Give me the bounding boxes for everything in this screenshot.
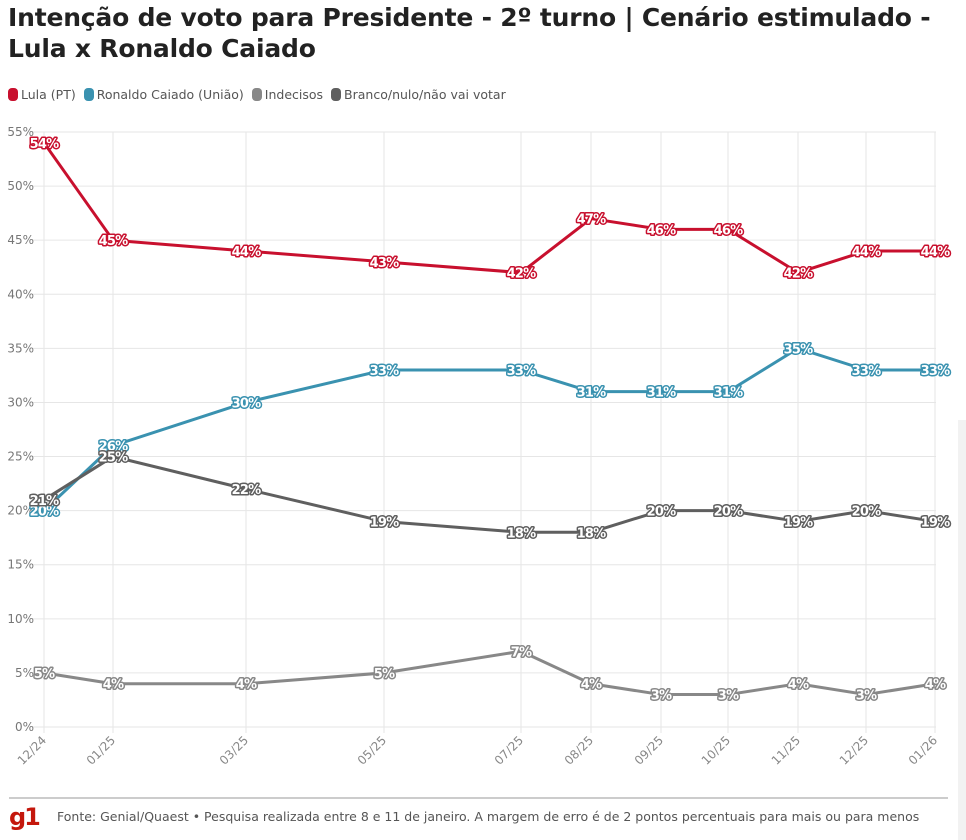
y-tick-label: 25% (7, 450, 34, 464)
legend-label-caiado: Ronaldo Caiado (União) (96, 87, 244, 102)
data-label-indecisos: 3% (856, 689, 877, 704)
y-tick-label: 40% (7, 287, 34, 301)
x-tick-label: 01/26 (906, 733, 940, 767)
data-label-indecisos: 4% (925, 678, 946, 693)
x-tick-label: 11/25 (769, 733, 803, 767)
data-label-branco-nulo: 25% (99, 451, 128, 466)
data-labels: 54% 45% 44% 43% 42% 47% 46% 46% 42% 44% 44% 20% 26% 3… (28, 135, 952, 705)
series-line-indecisos[interactable] (42, 649, 937, 697)
series-lines (42, 141, 937, 697)
data-label-indecisos: 7% (511, 645, 532, 660)
y-tick-label: 10% (7, 612, 34, 626)
data-label-branco-nulo: 20% (647, 505, 676, 520)
x-tick-label: 07/25 (492, 733, 526, 767)
grid (33, 131, 936, 733)
data-label-lula: 43% (370, 256, 399, 271)
x-tick-label: 12/25 (837, 733, 871, 767)
scrollbar-track[interactable] (958, 420, 966, 840)
y-tick-label: 15% (7, 558, 34, 572)
data-label-lula: 44% (921, 245, 950, 260)
x-tick-label: 12/24 (15, 733, 49, 767)
data-label-caiado: 31% (647, 386, 676, 401)
data-label-indecisos: 4% (581, 678, 602, 693)
data-label-caiado: 35% (784, 342, 813, 357)
y-tick-label: 45% (7, 233, 34, 247)
data-label-caiado: 31% (714, 386, 743, 401)
y-tick-label: 30% (7, 395, 34, 409)
data-label-caiado: 33% (852, 364, 881, 379)
g1-logo: g1 (9, 803, 41, 831)
legend-item-caiado[interactable]: Ronaldo Caiado (União) (83, 87, 244, 102)
data-label-branco-nulo: 22% (232, 483, 261, 498)
data-label-caiado: 30% (232, 396, 261, 411)
data-label-lula: 45% (99, 234, 128, 249)
data-label-indecisos: 3% (718, 689, 739, 704)
x-tick-label: 05/25 (355, 733, 389, 767)
data-label-indecisos: 4% (236, 678, 257, 693)
line-chart: 0% 5% 10% 15% 20% 25% 30% 35% 40% 45% 50% 55% 12/24… (7, 125, 952, 768)
y-tick-label: 55% (7, 125, 34, 139)
data-label-lula: 44% (852, 245, 881, 260)
x-tick-label: 01/25 (84, 733, 118, 767)
x-tick-label: 03/25 (217, 733, 251, 767)
x-axis: 12/24 01/25 03/25 05/25 07/25 08/25 09/25 10/25… (15, 733, 940, 767)
data-label-indecisos: 5% (374, 667, 395, 682)
data-label-branco-nulo: 19% (370, 515, 399, 530)
data-label-lula: 47% (577, 213, 606, 228)
data-label-branco-nulo: 21% (30, 494, 59, 509)
data-label-branco-nulo: 19% (921, 515, 950, 530)
x-tick-label: 09/25 (632, 733, 666, 767)
data-label-lula: 46% (714, 223, 743, 238)
legend-swatch-caiado (83, 88, 94, 101)
data-label-branco-nulo: 18% (507, 526, 536, 541)
data-label-lula: 54% (30, 137, 59, 152)
legend: Lula (PT) Ronaldo Caiado (União) Indecis… (8, 87, 506, 102)
data-label-lula: 42% (507, 267, 536, 282)
data-label-caiado: 33% (370, 364, 399, 379)
legend-label-branco-nulo: Branco/nulo/não vai votar (344, 87, 506, 102)
y-tick-label: 5% (15, 666, 34, 680)
data-label-branco-nulo: 19% (784, 515, 813, 530)
y-tick-label: 35% (7, 341, 34, 355)
data-label-indecisos: 5% (34, 667, 55, 682)
legend-swatch-branco-nulo (331, 88, 342, 101)
footer-divider (9, 797, 948, 799)
x-tick-label: 08/25 (562, 733, 596, 767)
series-line-branco-nulo[interactable] (42, 455, 937, 534)
legend-item-indecisos[interactable]: Indecisos (251, 87, 324, 102)
data-label-caiado: 33% (507, 364, 536, 379)
legend-label-indecisos: Indecisos (264, 87, 324, 102)
y-tick-label: 20% (7, 504, 34, 518)
legend-item-branco-nulo[interactable]: Branco/nulo/não vai votar (331, 87, 506, 102)
chart-title: Intenção de voto para Presidente - 2º tu… (8, 3, 931, 63)
source-note: Fonte: Genial/Quaest • Pesquisa realizad… (57, 809, 920, 824)
data-label-branco-nulo: 20% (714, 505, 743, 520)
legend-label-lula: Lula (PT) (21, 87, 76, 102)
data-label-caiado: 33% (921, 364, 950, 379)
data-label-caiado: 26% (99, 440, 128, 455)
legend-swatch-lula (8, 88, 18, 101)
series-line-caiado[interactable] (42, 346, 937, 513)
data-label-caiado: 20% (30, 505, 59, 520)
legend-swatch-indecisos (251, 88, 262, 101)
legend-item-lula[interactable]: Lula (PT) (8, 87, 76, 102)
series-line-lula[interactable] (42, 141, 937, 275)
y-axis: 0% 5% 10% 15% 20% 25% 30% 35% 40% 45% 50% 55% (7, 125, 34, 734)
data-label-lula: 42% (784, 267, 813, 282)
data-label-lula: 44% (232, 245, 261, 260)
data-label-caiado: 31% (577, 386, 606, 401)
data-label-indecisos: 3% (651, 689, 672, 704)
x-tick-label: 10/25 (699, 733, 733, 767)
data-label-branco-nulo: 18% (577, 526, 606, 541)
data-label-branco-nulo: 20% (852, 505, 881, 520)
data-label-lula: 46% (647, 223, 676, 238)
y-tick-label: 50% (7, 179, 34, 193)
data-label-indecisos: 4% (103, 678, 124, 693)
y-tick-label: 0% (15, 720, 34, 734)
data-label-indecisos: 4% (788, 678, 809, 693)
